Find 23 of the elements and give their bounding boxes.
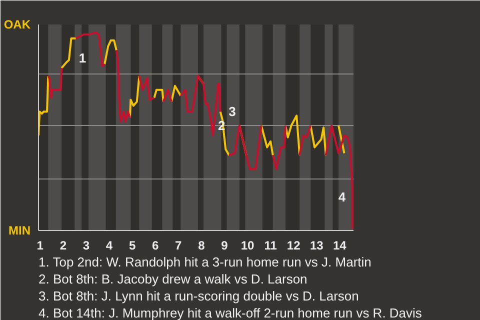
x-tick-label: 2 bbox=[60, 238, 67, 252]
x-tick-label: 11 bbox=[264, 238, 278, 252]
x-tick-label: 13 bbox=[310, 238, 324, 252]
x-tick-label: 7 bbox=[175, 238, 182, 252]
x-tick-label: 1 bbox=[36, 238, 44, 252]
text: 1. Top 2nd: W. Randolph hit a 3-run home run vs J. Martin bbox=[38, 254, 372, 270]
text: MIN bbox=[8, 224, 31, 238]
x-tick-label: 12 bbox=[286, 238, 301, 252]
x-tick-label: 14 bbox=[333, 238, 347, 252]
x-tick-label: 5 bbox=[128, 238, 136, 252]
x-tick-label: 6 bbox=[152, 238, 159, 252]
x-tick-label: 8 bbox=[198, 238, 206, 252]
text: 3. Bot 8th: J. Lynn hit a run-scoring double vs D. Larson bbox=[38, 288, 359, 304]
annotation: 4 bbox=[338, 189, 346, 204]
x-tick-label: 3 bbox=[82, 238, 90, 252]
text: OAK bbox=[4, 18, 31, 32]
x-tick-label: 4 bbox=[106, 238, 113, 252]
x-tick-label: 10 bbox=[240, 238, 254, 252]
annotation: 3 bbox=[228, 104, 236, 120]
text: 4. Bot 14th: J. Mumphrey hit a walk-off 2-run home run vs R. Davis bbox=[38, 306, 422, 320]
annotation: 1 bbox=[78, 50, 86, 66]
x-tick-label: 9 bbox=[221, 238, 228, 252]
text: 2. Bot 8th: B. Jacoby drew a walk vs D. Larson bbox=[38, 272, 308, 286]
